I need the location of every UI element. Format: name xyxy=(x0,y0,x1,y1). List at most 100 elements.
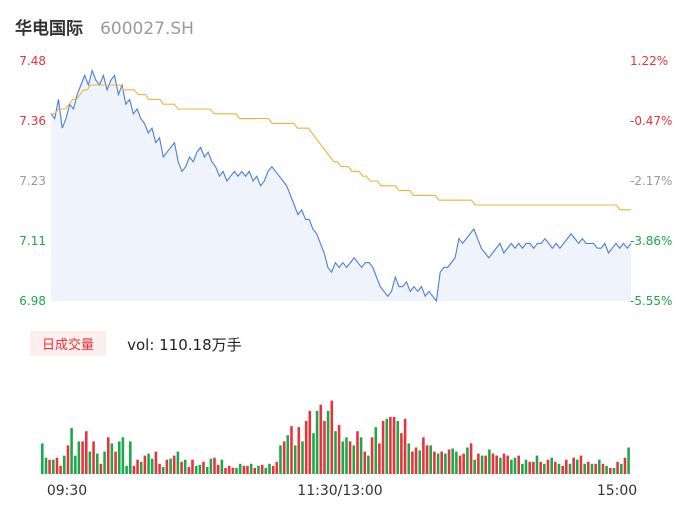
y-tick-right: -3.86% xyxy=(630,234,672,248)
x-tick-label: 15:00 xyxy=(597,483,637,499)
volume-bar xyxy=(172,455,176,474)
volume-bar xyxy=(118,441,121,474)
volume-bar xyxy=(352,445,356,474)
volume-bar xyxy=(491,453,495,474)
volume-bar xyxy=(550,457,553,474)
price-line xyxy=(50,68,632,303)
volume-bar xyxy=(433,451,436,474)
volume-bar xyxy=(165,459,169,474)
x-tick-label: 11:30/13:00 xyxy=(297,483,382,499)
volume-bar xyxy=(422,437,425,474)
volume-bar xyxy=(66,445,70,474)
volume-bar xyxy=(216,464,220,474)
volume-bar xyxy=(385,418,389,474)
volume-bar xyxy=(381,421,385,474)
volume-bar xyxy=(440,451,443,474)
volume-bar xyxy=(55,457,59,474)
volume-bar xyxy=(70,428,73,474)
volume-bar xyxy=(341,441,345,474)
y-tick-left: 7.11 xyxy=(19,234,46,248)
volume-bar xyxy=(594,463,597,474)
volume-bar xyxy=(616,461,619,474)
volume-bar xyxy=(532,461,535,474)
volume-bar xyxy=(348,441,352,474)
y-tick-right: 1.22% xyxy=(630,54,668,68)
y-tick-left: 7.36 xyxy=(19,114,46,128)
volume-bar xyxy=(238,463,242,474)
volume-bar xyxy=(326,410,330,474)
volume-bar xyxy=(253,467,257,474)
average-price-line xyxy=(51,84,631,211)
volume-bar xyxy=(297,427,301,474)
volume-bar xyxy=(227,465,231,474)
volume-bar xyxy=(488,449,491,474)
volume-bar xyxy=(319,404,323,474)
volume-bar xyxy=(63,455,66,474)
volume-bar xyxy=(143,455,147,474)
volume-bar xyxy=(458,455,462,474)
volume-bar xyxy=(213,457,216,474)
volume-bar xyxy=(92,441,95,474)
volume-bar xyxy=(524,459,528,474)
volume-bar xyxy=(293,445,297,474)
volume-bar xyxy=(587,461,590,474)
volume-bar xyxy=(334,431,337,474)
volume-bar xyxy=(543,463,546,474)
volume-bar xyxy=(605,465,608,474)
volume-bar xyxy=(546,459,550,474)
volume-bar xyxy=(473,459,476,474)
volume-bar xyxy=(513,457,517,474)
stock-code: 600027.SH xyxy=(100,19,194,39)
volume-bar xyxy=(264,467,268,474)
volume-value: 110.18万手 xyxy=(159,336,242,354)
volume-bar xyxy=(110,443,114,474)
volume-bar xyxy=(246,465,249,474)
volume-bar xyxy=(290,426,293,474)
volume-bar xyxy=(129,441,132,474)
volume-bar xyxy=(627,447,630,474)
volume-bar xyxy=(477,453,480,474)
volume-bar xyxy=(598,459,601,474)
volume-bar xyxy=(315,410,319,474)
volume-bar xyxy=(389,416,392,474)
volume-bar xyxy=(447,449,451,474)
volume-bar xyxy=(554,461,557,474)
volume-bar xyxy=(235,467,238,474)
price-area xyxy=(51,70,631,301)
volume-bar xyxy=(590,463,594,474)
volume-bar xyxy=(403,418,407,474)
volume-bar xyxy=(99,463,103,474)
volume-bar xyxy=(275,461,279,474)
volume-bar xyxy=(528,461,531,474)
volume-bar xyxy=(52,459,55,474)
volume-bar xyxy=(506,455,509,474)
volume-bar xyxy=(81,441,84,474)
volume-bar xyxy=(359,437,363,474)
volume-bar xyxy=(187,466,191,474)
volume-readout: vol: 110.18万手 xyxy=(127,334,242,355)
volume-bar xyxy=(205,466,209,474)
volume-bar xyxy=(308,410,312,474)
volume-bar xyxy=(260,464,264,474)
volume-bar xyxy=(499,457,502,474)
volume-bar xyxy=(407,443,411,474)
volume-badge[interactable]: 日成交量 xyxy=(30,331,107,356)
volume-bar xyxy=(154,451,158,474)
volume-bar xyxy=(455,451,458,474)
volume-bar xyxy=(268,463,271,474)
volume-bar xyxy=(414,447,418,474)
volume-bar xyxy=(378,443,381,474)
volume-bar xyxy=(242,465,246,474)
volume-bar xyxy=(601,463,605,474)
volume-bar xyxy=(579,455,583,474)
volume-bar xyxy=(150,458,154,474)
volume-bar xyxy=(429,445,432,474)
volume-bar xyxy=(510,459,513,474)
volume-bar xyxy=(612,467,616,474)
volume-bar xyxy=(535,455,539,474)
volume-bar xyxy=(176,451,180,474)
volume-bar xyxy=(282,441,286,474)
volume-bar xyxy=(557,463,561,474)
volume-bar xyxy=(620,463,623,474)
